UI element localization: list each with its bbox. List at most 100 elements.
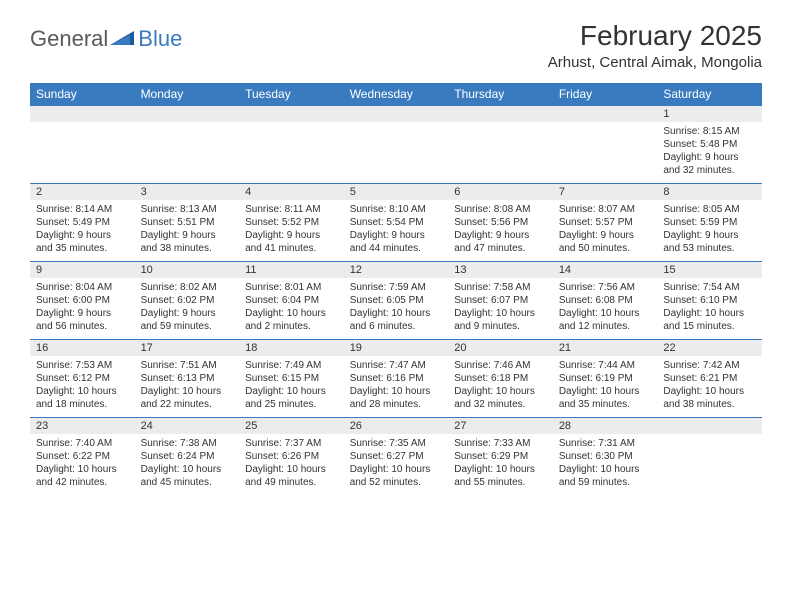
day-dl1: Daylight: 9 hours xyxy=(36,307,129,320)
day-sr: Sunrise: 7:59 AM xyxy=(350,281,443,294)
day-dl2: and 32 minutes. xyxy=(454,398,547,411)
day-body: Sunrise: 7:51 AMSunset: 6:13 PMDaylight:… xyxy=(135,356,240,417)
day-number-empty xyxy=(657,418,762,434)
day-dl2: and 18 minutes. xyxy=(36,398,129,411)
day-body-empty xyxy=(448,122,553,180)
calendar-cell: 25Sunrise: 7:37 AMSunset: 6:26 PMDayligh… xyxy=(239,418,344,496)
day-number-empty xyxy=(239,106,344,122)
day-sr: Sunrise: 8:11 AM xyxy=(245,203,338,216)
day-body-empty xyxy=(344,122,449,180)
day-number: 8 xyxy=(657,184,762,200)
calendar-cell: 20Sunrise: 7:46 AMSunset: 6:18 PMDayligh… xyxy=(448,340,553,418)
day-dl2: and 41 minutes. xyxy=(245,242,338,255)
day-body: Sunrise: 7:59 AMSunset: 6:05 PMDaylight:… xyxy=(344,278,449,339)
day-dl1: Daylight: 10 hours xyxy=(559,307,652,320)
day-ss: Sunset: 6:04 PM xyxy=(245,294,338,307)
day-sr: Sunrise: 8:15 AM xyxy=(663,125,756,138)
day-dl1: Daylight: 9 hours xyxy=(663,229,756,242)
day-number: 13 xyxy=(448,262,553,278)
day-body-empty xyxy=(657,434,762,492)
day-body-empty xyxy=(239,122,344,180)
logo: General Blue xyxy=(30,20,182,52)
day-ss: Sunset: 5:52 PM xyxy=(245,216,338,229)
calendar-cell xyxy=(30,106,135,184)
day-number: 21 xyxy=(553,340,658,356)
day-ss: Sunset: 6:19 PM xyxy=(559,372,652,385)
day-dl2: and 32 minutes. xyxy=(663,164,756,177)
calendar-cell: 12Sunrise: 7:59 AMSunset: 6:05 PMDayligh… xyxy=(344,262,449,340)
day-body: Sunrise: 7:58 AMSunset: 6:07 PMDaylight:… xyxy=(448,278,553,339)
day-body: Sunrise: 7:35 AMSunset: 6:27 PMDaylight:… xyxy=(344,434,449,495)
day-dl1: Daylight: 10 hours xyxy=(454,385,547,398)
day-dl2: and 45 minutes. xyxy=(141,476,234,489)
day-dl1: Daylight: 10 hours xyxy=(245,463,338,476)
day-number-empty xyxy=(135,106,240,122)
day-ss: Sunset: 6:16 PM xyxy=(350,372,443,385)
day-sr: Sunrise: 7:58 AM xyxy=(454,281,547,294)
day-number: 12 xyxy=(344,262,449,278)
day-dl1: Daylight: 10 hours xyxy=(245,307,338,320)
day-sr: Sunrise: 8:08 AM xyxy=(454,203,547,216)
day-dl1: Daylight: 10 hours xyxy=(141,385,234,398)
day-body: Sunrise: 8:15 AMSunset: 5:48 PMDaylight:… xyxy=(657,122,762,183)
day-dl1: Daylight: 10 hours xyxy=(454,307,547,320)
day-number: 18 xyxy=(239,340,344,356)
location: Arhust, Central Aimak, Mongolia xyxy=(548,54,762,71)
day-sr: Sunrise: 7:54 AM xyxy=(663,281,756,294)
day-dl2: and 9 minutes. xyxy=(454,320,547,333)
day-body: Sunrise: 7:49 AMSunset: 6:15 PMDaylight:… xyxy=(239,356,344,417)
calendar-cell xyxy=(553,106,658,184)
day-number-empty xyxy=(30,106,135,122)
day-body: Sunrise: 7:38 AMSunset: 6:24 PMDaylight:… xyxy=(135,434,240,495)
day-ss: Sunset: 5:54 PM xyxy=(350,216,443,229)
calendar-week: 2Sunrise: 8:14 AMSunset: 5:49 PMDaylight… xyxy=(30,184,762,262)
day-dl1: Daylight: 10 hours xyxy=(663,385,756,398)
day-dl2: and 2 minutes. xyxy=(245,320,338,333)
day-sr: Sunrise: 7:31 AM xyxy=(559,437,652,450)
day-sr: Sunrise: 7:56 AM xyxy=(559,281,652,294)
day-body: Sunrise: 7:40 AMSunset: 6:22 PMDaylight:… xyxy=(30,434,135,495)
calendar-cell: 10Sunrise: 8:02 AMSunset: 6:02 PMDayligh… xyxy=(135,262,240,340)
calendar-cell: 24Sunrise: 7:38 AMSunset: 6:24 PMDayligh… xyxy=(135,418,240,496)
calendar-cell xyxy=(239,106,344,184)
day-ss: Sunset: 6:26 PM xyxy=(245,450,338,463)
day-header: Saturday xyxy=(657,83,762,106)
calendar-cell xyxy=(448,106,553,184)
title-block: February 2025 Arhust, Central Aimak, Mon… xyxy=(548,20,762,71)
day-sr: Sunrise: 8:02 AM xyxy=(141,281,234,294)
day-number: 27 xyxy=(448,418,553,434)
day-sr: Sunrise: 8:07 AM xyxy=(559,203,652,216)
day-header: Wednesday xyxy=(344,83,449,106)
day-sr: Sunrise: 7:53 AM xyxy=(36,359,129,372)
day-ss: Sunset: 6:24 PM xyxy=(141,450,234,463)
day-number: 28 xyxy=(553,418,658,434)
day-body: Sunrise: 7:56 AMSunset: 6:08 PMDaylight:… xyxy=(553,278,658,339)
day-number: 17 xyxy=(135,340,240,356)
day-dl2: and 22 minutes. xyxy=(141,398,234,411)
day-dl2: and 55 minutes. xyxy=(454,476,547,489)
day-dl1: Daylight: 10 hours xyxy=(559,385,652,398)
day-number-empty xyxy=(448,106,553,122)
day-sr: Sunrise: 7:51 AM xyxy=(141,359,234,372)
day-ss: Sunset: 6:29 PM xyxy=(454,450,547,463)
day-number-empty xyxy=(553,106,658,122)
day-ss: Sunset: 6:22 PM xyxy=(36,450,129,463)
day-number-empty xyxy=(344,106,449,122)
day-dl1: Daylight: 9 hours xyxy=(36,229,129,242)
day-dl2: and 52 minutes. xyxy=(350,476,443,489)
day-dl1: Daylight: 10 hours xyxy=(350,385,443,398)
day-number: 25 xyxy=(239,418,344,434)
day-body-empty xyxy=(553,122,658,180)
day-number: 2 xyxy=(30,184,135,200)
day-number: 6 xyxy=(448,184,553,200)
calendar-cell: 14Sunrise: 7:56 AMSunset: 6:08 PMDayligh… xyxy=(553,262,658,340)
day-number: 11 xyxy=(239,262,344,278)
day-dl1: Daylight: 10 hours xyxy=(245,385,338,398)
day-dl2: and 49 minutes. xyxy=(245,476,338,489)
day-number: 10 xyxy=(135,262,240,278)
day-sr: Sunrise: 7:35 AM xyxy=(350,437,443,450)
day-dl1: Daylight: 9 hours xyxy=(245,229,338,242)
day-dl2: and 47 minutes. xyxy=(454,242,547,255)
day-ss: Sunset: 6:08 PM xyxy=(559,294,652,307)
logo-text-general: General xyxy=(30,26,108,52)
